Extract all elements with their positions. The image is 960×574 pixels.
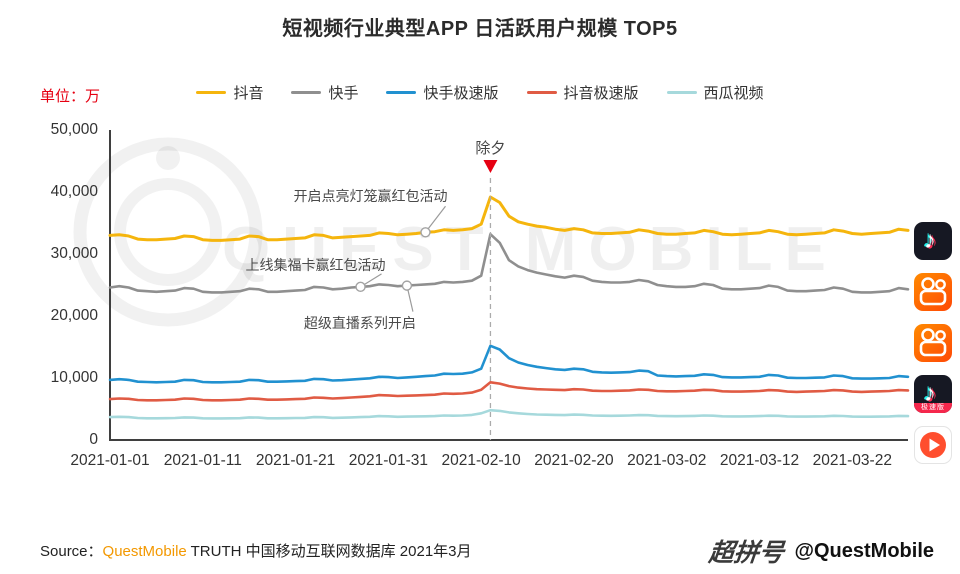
play-button-icon [920, 432, 946, 458]
x-axis-label: 2021-01-11 [163, 452, 242, 469]
x-axis-label: 2021-03-22 [812, 452, 892, 469]
platform-logo: 超拼号 [707, 539, 786, 567]
music-note-icon: ♪ [922, 226, 934, 253]
x-axis-label: 2021-01-01 [70, 452, 150, 469]
page-title: 短视频行业典型APP 日活跃用户规模 TOP5 [282, 18, 678, 40]
speed-edition-ribbon: 极速版 [914, 403, 952, 413]
y-axis-label: 20,000 [50, 307, 98, 324]
source-line: Source：QuestMobile TRUTH 中国移动互联网数据库 2021… [40, 540, 472, 561]
kwai-camera-icon [919, 328, 947, 357]
y-axis-label: 10,000 [50, 369, 98, 386]
legend-label: 快手极速版 [423, 85, 499, 102]
app-icons-column: ♪ ♪ ♪ ♪ ♪ ♪ 极速版 [914, 222, 952, 464]
music-note-icon: ♪ [924, 380, 936, 407]
annotation-point-marker [401, 280, 413, 291]
x-axis-label: 2021-03-12 [719, 452, 800, 469]
x-axis-label: 2021-03-02 [627, 452, 707, 469]
kwai-camera-icon [919, 277, 947, 306]
legend-item-xigua[interactable]: 西瓜视频 [666, 82, 764, 103]
legend-item-kuaishou-speed[interactable]: 快手极速版 [386, 82, 499, 103]
x-axis-label: 2021-01-21 [255, 452, 336, 469]
questmobile-watermark-text: QUEST MOBILE [222, 215, 838, 284]
legend: 抖音 快手 快手极速版 抖音极速版 西瓜视频 [0, 82, 960, 103]
music-note-icon: ♪ [922, 379, 934, 406]
kuaishou-speed-app-icon [914, 324, 952, 362]
annotation-layer [355, 160, 498, 440]
douyin-speed-app-icon: ♪ ♪ ♪ 极速版 [914, 375, 952, 413]
legend-marker-douyin-speed [526, 91, 557, 94]
annotation-leader-line [425, 205, 446, 233]
series-line-4 [108, 408, 910, 420]
series-line-2 [108, 344, 910, 384]
y-axis-label: 0 [89, 431, 98, 448]
x-axis-label: 2021-02-20 [534, 452, 614, 469]
source-prefix: Source： [40, 543, 103, 560]
legend-label: 快手 [328, 85, 359, 102]
annotation-lantern-activity: 开启点亮灯笼赢红包活动 [293, 188, 448, 205]
legend-item-douyin[interactable]: 抖音 [196, 82, 263, 103]
x-axis-label: 2021-02-10 [441, 452, 521, 469]
publisher-badge: 超拼号 @QuestMobile [707, 533, 934, 569]
annotation-fuka-activity: 上线集福卡赢红包活动 [245, 256, 386, 273]
music-note-icon: ♪ [926, 381, 938, 408]
series-line-1 [108, 232, 910, 294]
y-axis-label: 30,000 [50, 245, 98, 262]
douyin-app-icon: ♪ ♪ ♪ [914, 222, 952, 260]
annotation-live-series: 超级直播系列开启 [303, 314, 416, 331]
series-layer [108, 195, 910, 420]
unit-label: 单位：万 [40, 88, 101, 105]
y-axis-label: 50,000 [50, 121, 98, 138]
music-note-icon: ♪ [926, 228, 938, 255]
legend-item-douyin-speed[interactable]: 抖音极速版 [526, 82, 639, 103]
legend-marker-douyin [196, 91, 227, 94]
legend-label: 抖音 [233, 85, 264, 102]
y-axis-label: 40,000 [50, 183, 98, 200]
questmobile-handle: @QuestMobile [794, 539, 934, 562]
legend-marker-xigua [666, 91, 697, 94]
x-axis-label: 2021-01-31 [348, 452, 429, 469]
questmobile-watermark-logo [50, 120, 290, 355]
source-brand: QuestMobile [102, 543, 187, 560]
annotation-point-marker [355, 281, 366, 293]
legend-marker-kuaishou-speed [386, 91, 417, 94]
y-axis-labels: 0 10,000 20,000 30,000 40,000 50,000 [20, 0, 98, 574]
annotation-chuxi: 除夕 [475, 140, 506, 157]
series-line-3 [108, 380, 910, 402]
music-note-icon: ♪ [924, 227, 936, 254]
legend-marker-kuaishou [291, 91, 322, 94]
event-marker-triangle [483, 160, 498, 173]
xigua-app-icon [914, 426, 952, 464]
series-line-0 [108, 195, 910, 242]
source-rest: TRUTH 中国移动互联网数据库 2021年3月 [186, 543, 472, 560]
legend-label: 西瓜视频 [703, 85, 764, 102]
legend-label: 抖音极速版 [563, 85, 639, 102]
kuaishou-app-icon [914, 273, 952, 311]
legend-item-kuaishou[interactable]: 快手 [291, 82, 358, 103]
annotation-point-marker [420, 227, 431, 238]
